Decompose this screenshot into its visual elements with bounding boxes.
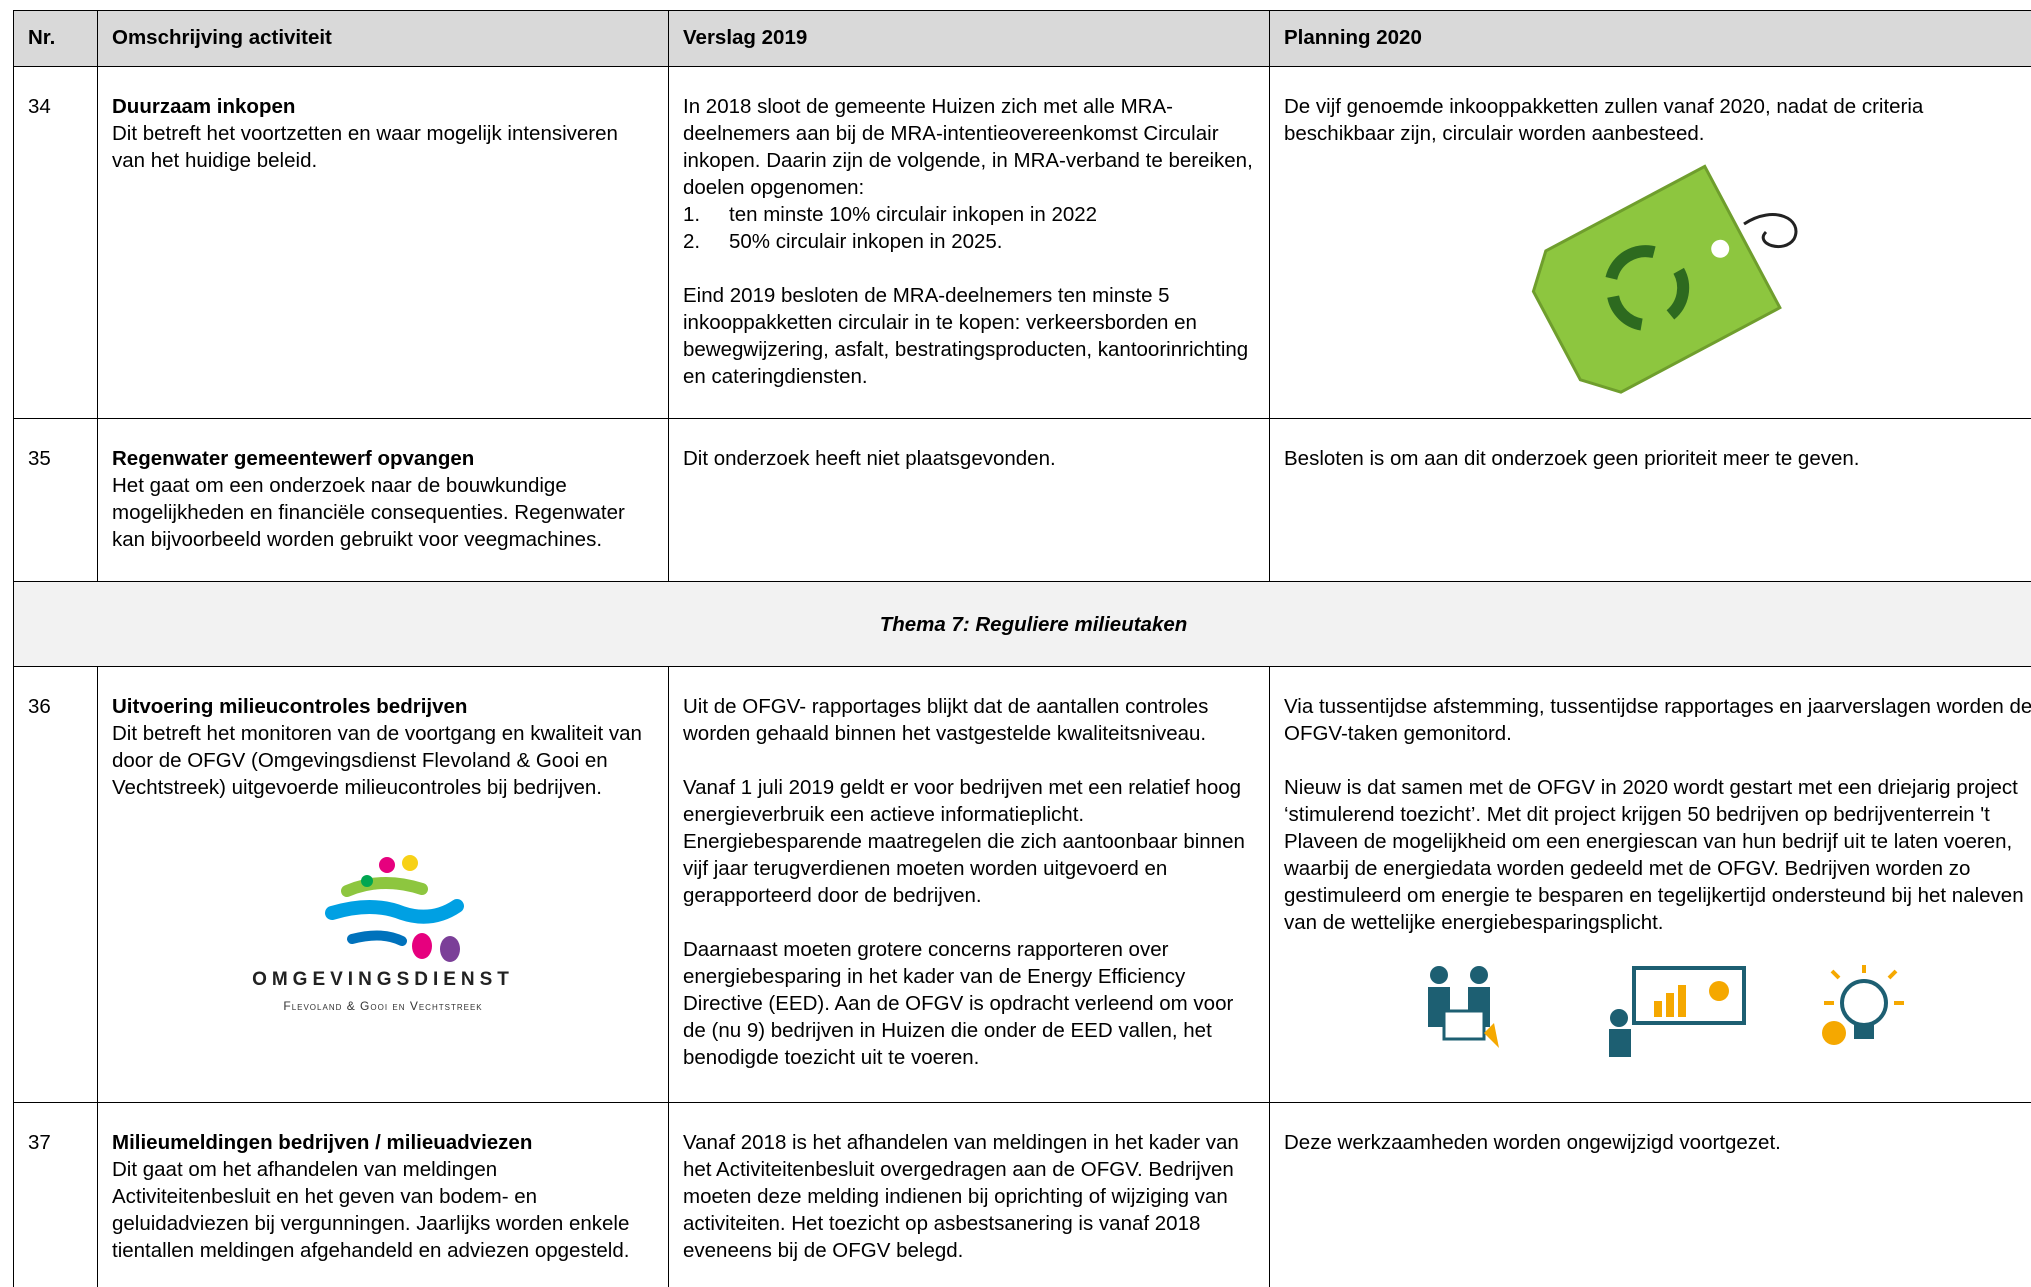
row: 36 Uitvoering milieucontroles bedrijven D… [13, 666, 2031, 1103]
row: 37 Milieumeldingen bedrijven / milieuadv… [13, 1102, 2031, 1287]
header-row: Nr. Omschrijving activiteit Verslag 2019… [13, 10, 2031, 67]
list-item: 2. 50% circulair inkopen in 2025. [683, 228, 1255, 255]
logo-subtitle: Flevoland & Gooi en Vechtstreek [283, 999, 483, 1013]
nr: 34 [13, 66, 98, 419]
description: Dit gaat om het afhandelen van meldingen… [112, 1158, 630, 1262]
marker: 2. [683, 230, 701, 253]
verslag-cell: Uit de OFGV- rapportages blijkt dat de a… [668, 666, 1270, 1103]
paragraph: Deze werkzaamheden worden ongewijzigd vo… [1284, 1131, 1781, 1154]
nr: 37 [13, 1102, 98, 1287]
header-cell: Verslag 2019 [668, 10, 1270, 67]
paragraph: Daarnaast moeten grotere concerns rappor… [683, 938, 1234, 1069]
planning-cell: Besloten is om aan dit onderzoek geen pr… [1269, 418, 2031, 582]
header-cell: Planning 2020 [1269, 10, 2031, 67]
marker: 1. [683, 203, 701, 226]
row: 35 Regenwater gemeentewerf opvangen Het g… [13, 418, 2031, 582]
title: Uitvoering milieucontroles bedrijven [112, 695, 468, 718]
row: 34 Duurzaam inkopen Dit betreft het voort… [13, 66, 2031, 419]
title: Regenwater gemeentewerf opvangen [112, 447, 475, 470]
paragraph: In 2018 sloot de gemeente Huizen zich me… [683, 95, 1253, 199]
verslag-cell: Dit onderzoek heeft niet plaatsgevonden. [668, 418, 1270, 582]
list-item: 1. ten minste 10% circulair inkopen in 20… [683, 201, 1255, 228]
header-cell: Nr. [13, 10, 98, 67]
verslag-cell: Vanaf 2018 is het afhandelen van melding… [668, 1102, 1270, 1287]
description: Dit betreft het voortzetten en waar moge… [112, 122, 618, 172]
paragraph: Vanaf 2018 is het afhandelen van melding… [683, 1131, 1239, 1262]
icons [1428, 965, 1904, 1057]
logo-mark [325, 855, 464, 962]
verslag-cell: In 2018 sloot de gemeente Huizen zich me… [668, 66, 1270, 419]
paragraph: Besloten is om aan dit onderzoek geen pr… [1284, 447, 1860, 470]
description: Het gaat om een onderzoek naar de bouwku… [112, 474, 625, 551]
paragraph: Vanaf 1 juli 2019 geldt er voor bedrijve… [683, 776, 1245, 907]
description-cell: Uitvoering milieucontroles bedrijven Dit … [97, 666, 669, 1103]
activity-table: Nr. Omschrijving activiteit Verslag 2019… [13, 10, 2031, 1287]
paragraph: De vijf genoemde inkooppakketten zullen … [1284, 95, 1924, 145]
description-cell: Duurzaam inkopen Dit betreft het voortzet… [97, 66, 669, 419]
description-cell: Regenwater gemeentewerf opvangen Het gaat… [97, 418, 669, 582]
nr: 36 [13, 666, 98, 1103]
paragraph: Via tussentijdse afstemming, tussentijds… [1284, 695, 2031, 745]
description: Dit betreft het monitoren van de voortga… [112, 722, 642, 799]
logo-name: OMGEVINGSDIENST [252, 969, 514, 990]
title: Milieumeldingen bedrijven / milieuadviez… [112, 1131, 533, 1154]
nr: 35 [13, 418, 98, 582]
text: ten minste 10% circulair inkopen in 2022 [729, 203, 1098, 226]
recycle-tag-image [1531, 164, 1798, 394]
header-cell: Omschrijving activiteit [97, 10, 669, 67]
planning-cell: De vijf genoemde inkooppakketten zullen … [1269, 66, 2031, 419]
description-cell: Milieumeldingen bedrijven / milieuadviez… [97, 1102, 669, 1287]
planning-cell: Via tussentijdse afstemming, tussentijds… [1269, 666, 2031, 1103]
text: 50% circulair inkopen in 2025. [729, 230, 1003, 253]
paragraph: Dit onderzoek heeft niet plaatsgevonden. [683, 447, 1056, 470]
theme-row: Thema 7: Reguliere milieutaken [13, 581, 2031, 667]
planning-cell: Deze werkzaamheden worden ongewijzigd vo… [1269, 1102, 2031, 1287]
paragraph: Nieuw is dat samen met de OFGV in 2020 w… [1284, 776, 2024, 934]
theme: Thema 7: Reguliere milieutaken [13, 581, 2031, 667]
paragraph: Uit de OFGV- rapportages blijkt dat de a… [683, 695, 1209, 745]
paragraph: Eind 2019 besloten de MRA-deelnemers ten… [683, 284, 1249, 388]
title: Duurzaam inkopen [112, 95, 296, 118]
